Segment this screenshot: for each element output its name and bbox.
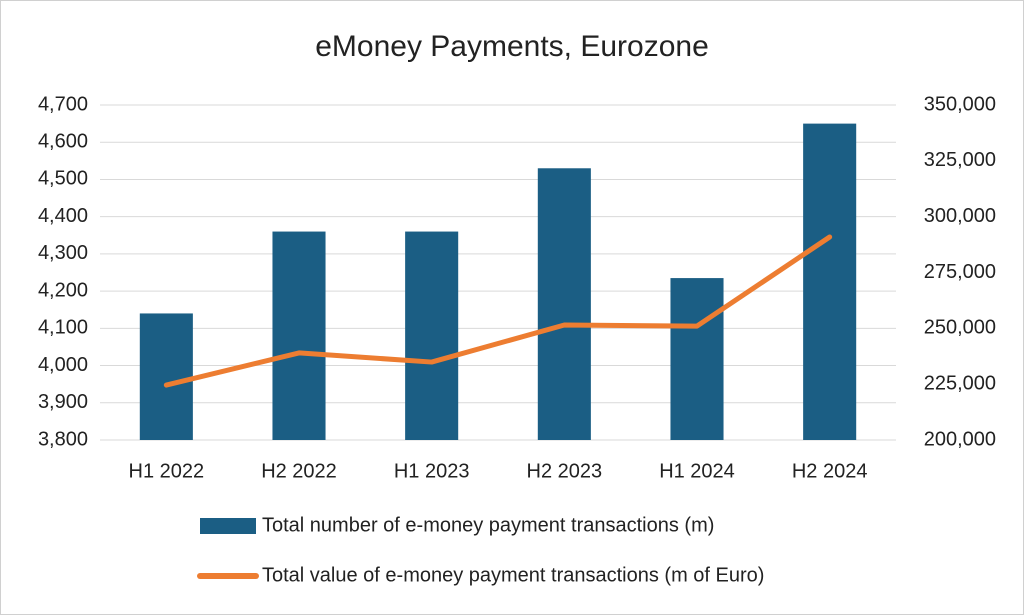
bar [670, 278, 724, 440]
x-tick-label: H1 2024 [659, 460, 735, 482]
line [163, 234, 833, 388]
x-tick-label: H2 2022 [261, 460, 337, 482]
x-tick-label: H2 2024 [792, 460, 868, 482]
y-tick-label: 4,100 [38, 317, 88, 339]
y2-tick-label: 325,000 [924, 149, 996, 171]
y-tick-label: 4,200 [38, 279, 88, 301]
legend-label: Total value of e-money payment transacti… [262, 564, 764, 586]
bar [537, 168, 591, 440]
x-tick-label: H1 2022 [129, 460, 205, 482]
bar [405, 231, 459, 440]
bar [272, 231, 326, 440]
x-tick-label: H2 2023 [527, 460, 603, 482]
legend-label: Total number of e-money payment transact… [262, 514, 714, 536]
y2-tick-label: 350,000 [924, 93, 996, 115]
y-tick-label: 4,500 [38, 168, 88, 190]
bar [803, 123, 857, 440]
y-tick-label: 4,000 [38, 354, 88, 376]
y-tick-label: 4,400 [38, 205, 88, 227]
y2-tick-label: 250,000 [924, 317, 996, 339]
y-tick-label: 4,600 [38, 131, 88, 153]
y2-tick-label: 300,000 [924, 205, 996, 227]
y-tick-label: 3,900 [38, 391, 88, 413]
chart-title: eMoney Payments, Eurozone [315, 30, 709, 63]
y2-tick-label: 200,000 [924, 428, 996, 450]
y-tick-label: 4,300 [38, 242, 88, 264]
y2-tick-label: 275,000 [924, 261, 996, 283]
y-tick-label: 4,700 [38, 93, 88, 115]
x-tick-label: H1 2023 [394, 460, 470, 482]
bar [139, 313, 193, 440]
y-tick-label: 3,800 [38, 428, 88, 450]
y2-tick-label: 225,000 [924, 372, 996, 394]
legend-swatch [200, 518, 256, 534]
